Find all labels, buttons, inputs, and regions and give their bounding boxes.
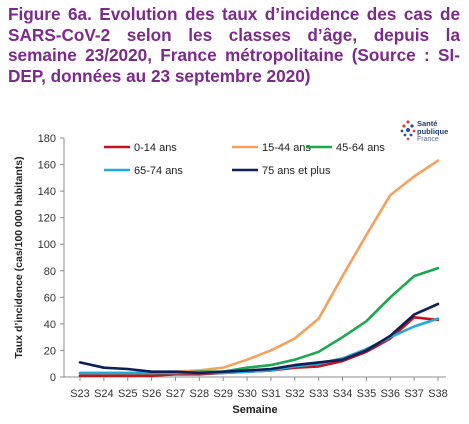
y-tick-label: 80 (44, 266, 56, 278)
x-tick-label: S24 (94, 388, 114, 400)
x-tick-label: S37 (404, 388, 424, 400)
legend-label-1: 0-14 ans (134, 142, 177, 154)
series-line-4 (78, 317, 440, 375)
x-tick-label: S33 (309, 388, 329, 400)
title-line-2: de SARS-CoV-2 selon les classes d’âge, d… (8, 4, 461, 45)
chart-title: Figure 6a. Evolution des taux d’incidenc… (8, 4, 460, 86)
x-tick-label: S23 (70, 388, 90, 400)
x-tick-label: S34 (333, 388, 353, 400)
series-line-5 (78, 302, 440, 375)
y-axis-label: Taux d’incidence (cas/100 000 habitants) (13, 156, 25, 358)
x-tick-label: S36 (380, 388, 400, 400)
x-tick-label: S30 (237, 388, 257, 400)
x-tick-label: S35 (357, 388, 377, 400)
legend-label-5: 75 ans et plus (262, 165, 331, 177)
title-line-4: (Source : SI-DEP, données au 23 septembr… (8, 45, 460, 86)
y-tick-label: 180 (38, 133, 56, 145)
y-tick-label: 60 (44, 292, 56, 304)
legend-label-4: 65-74 ans (134, 165, 183, 177)
legend-label-3: 45-64 ans (336, 142, 385, 154)
y-tick-label: 100 (38, 239, 56, 251)
y-tick-label: 120 (38, 213, 56, 225)
x-tick-label: S31 (261, 388, 281, 400)
logo-text: Santé publique France (417, 120, 448, 144)
title-line-3: semaine 23/2020, France métropolitaine (8, 45, 344, 65)
y-tick-label: 20 (44, 345, 56, 357)
title-line-1: Figure 6a. Evolution des taux d’incidenc… (8, 4, 433, 24)
logo-line-2: publique (417, 127, 449, 136)
x-tick-label: S29 (213, 388, 233, 400)
x-tick-label: S28 (190, 388, 210, 400)
x-tick-label: S38 (428, 388, 448, 400)
x-tick-label: S25 (118, 388, 138, 400)
x-tick-label: S27 (166, 388, 186, 400)
sante-publique-logo-icon (400, 120, 416, 141)
x-axis-label: Semaine (232, 404, 277, 416)
x-tick-label: S32 (285, 388, 305, 400)
logo-line-3: France (417, 136, 439, 143)
x-tick-label: S26 (142, 388, 162, 400)
series-line-3 (78, 266, 440, 375)
logo-line-1: Santé (417, 119, 438, 128)
y-tick-label: 40 (44, 319, 56, 331)
y-tick-label: 160 (38, 160, 56, 172)
y-tick-label: 140 (38, 186, 56, 198)
y-tick-label: 0 (50, 372, 56, 384)
legend-label-2: 15-44 ans (262, 142, 311, 154)
